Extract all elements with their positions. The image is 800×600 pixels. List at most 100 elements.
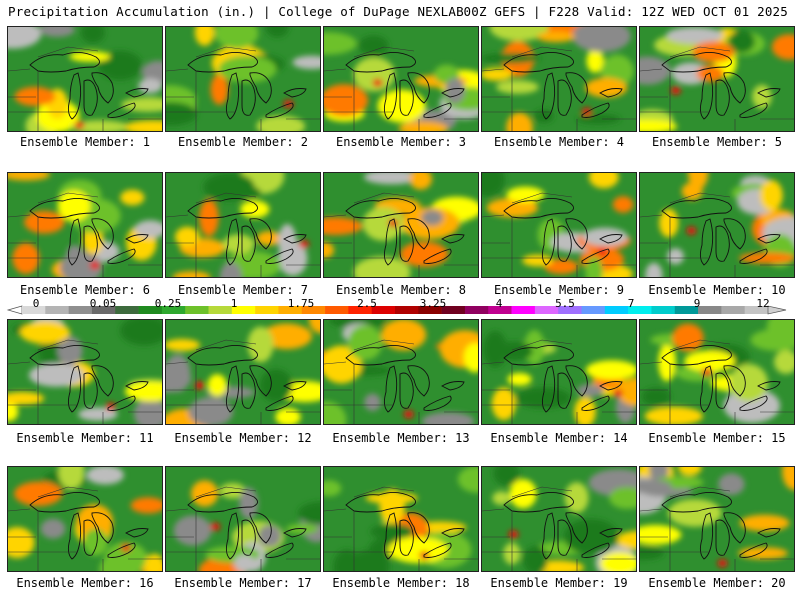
ensemble-map-panel	[7, 466, 163, 572]
ensemble-member-label: Ensemble Member: 6	[19, 283, 151, 297]
ensemble-map-panel	[323, 172, 479, 278]
precip-map	[324, 27, 478, 131]
ensemble-member-label: Ensemble Member: 20	[648, 576, 786, 590]
precip-map	[8, 320, 162, 424]
ensemble-member-label: Ensemble Member: 14	[490, 431, 628, 445]
precip-map	[166, 173, 320, 277]
legend-swatch	[138, 306, 163, 314]
legend-tick-label: 7	[627, 297, 635, 310]
legend-swatch	[744, 306, 769, 314]
legend-swatch	[68, 306, 93, 314]
legend-swatch	[558, 306, 582, 314]
precip-map	[482, 320, 636, 424]
legend-tick-label: 1	[230, 297, 238, 310]
legend-swatch	[371, 306, 396, 314]
ensemble-member-label: Ensemble Member: 7	[177, 283, 309, 297]
legend-swatch	[511, 306, 536, 314]
precip-map	[324, 173, 478, 277]
ensemble-map-panel	[481, 26, 637, 132]
legend-tick-label: 4	[495, 297, 503, 310]
legend-tick-label: 0.25	[154, 297, 182, 310]
map-title: Precipitation Accumulation (in.) | Colle…	[8, 4, 464, 19]
legend-swatch	[395, 306, 419, 314]
ensemble-member-label: Ensemble Member: 18	[332, 576, 470, 590]
ensemble-member-label: Ensemble Member: 11	[16, 431, 154, 445]
precip-map	[324, 467, 478, 571]
precip-map	[166, 467, 320, 571]
legend-tick-label: 1.75	[287, 297, 315, 310]
ensemble-map-panel	[639, 466, 795, 572]
precip-map	[166, 27, 320, 131]
ensemble-member-label: Ensemble Member: 10	[648, 283, 786, 297]
legend-tick-label: 9	[693, 297, 701, 310]
legend-swatch	[115, 306, 139, 314]
legend-swatch	[278, 306, 303, 314]
legend-swatch	[651, 306, 676, 314]
legend-swatch	[488, 306, 512, 314]
precip-map	[640, 467, 794, 571]
legend-swatch	[581, 306, 606, 314]
precip-map	[482, 173, 636, 277]
legend-swatch	[698, 306, 722, 314]
precip-map	[640, 27, 794, 131]
ensemble-map-panel	[481, 172, 637, 278]
legend-swatch	[348, 306, 372, 314]
precip-map	[8, 173, 162, 277]
ensemble-member-label: Ensemble Member: 16	[16, 576, 154, 590]
ensemble-member-label: Ensemble Member: 9	[493, 283, 625, 297]
ensemble-map-panel	[639, 26, 795, 132]
legend-swatch	[301, 306, 326, 314]
precip-color-scale	[6, 305, 787, 315]
precip-map	[482, 27, 636, 131]
ensemble-map-panel	[481, 319, 637, 425]
legend-swatch	[628, 306, 652, 314]
precip-map	[8, 467, 162, 571]
legend-swatch	[674, 306, 699, 314]
ensemble-member-label: Ensemble Member: 19	[490, 576, 628, 590]
legend-right-arrow	[767, 305, 787, 315]
ensemble-member-label: Ensemble Member: 15	[648, 431, 786, 445]
ensemble-member-label: Ensemble Member: 8	[335, 283, 467, 297]
ensemble-map-panel	[481, 466, 637, 572]
ensemble-map-panel	[165, 26, 321, 132]
legend-swatch	[418, 306, 442, 314]
legend-swatch	[325, 306, 349, 314]
ensemble-member-label: Ensemble Member: 4	[493, 135, 625, 149]
ensemble-member-label: Ensemble Member: 3	[335, 135, 467, 149]
legend-swatch	[91, 306, 116, 314]
precip-map	[640, 173, 794, 277]
precip-map	[8, 27, 162, 131]
legend-swatch	[255, 306, 279, 314]
legend-tick-label: 5.5	[555, 297, 575, 310]
ensemble-map-panel	[323, 466, 479, 572]
model-run-info: 00Z GEFS | F228 Valid: 12Z WED OCT 01 20…	[463, 4, 788, 19]
precip-map	[640, 320, 794, 424]
precip-map	[324, 320, 478, 424]
legend-swatch	[161, 306, 186, 314]
ensemble-member-label: Ensemble Member: 17	[174, 576, 312, 590]
legend-swatch	[604, 306, 629, 314]
legend-swatch	[534, 306, 559, 314]
ensemble-map-panel	[165, 319, 321, 425]
precip-map	[166, 320, 320, 424]
ensemble-map-panel	[7, 172, 163, 278]
legend-swatch	[464, 306, 489, 314]
legend-swatch	[185, 306, 209, 314]
ensemble-map-panel	[639, 172, 795, 278]
ensemble-map-panel	[7, 319, 163, 425]
legend-tick-label: 12	[756, 297, 770, 310]
ensemble-member-label: Ensemble Member: 2	[177, 135, 309, 149]
legend-swatch	[45, 306, 69, 314]
ensemble-map-panel	[639, 319, 795, 425]
ensemble-member-label: Ensemble Member: 12	[174, 431, 312, 445]
legend-left-arrow	[6, 305, 23, 315]
legend-swatch	[22, 306, 46, 314]
legend-tick-label: 0	[32, 297, 40, 310]
legend-swatch	[208, 306, 233, 314]
legend-swatch	[721, 306, 745, 314]
ensemble-map-panel	[323, 319, 479, 425]
ensemble-map-panel	[165, 172, 321, 278]
ensemble-member-label: Ensemble Member: 1	[19, 135, 151, 149]
legend-swatch	[441, 306, 466, 314]
ensemble-map-panel	[165, 466, 321, 572]
